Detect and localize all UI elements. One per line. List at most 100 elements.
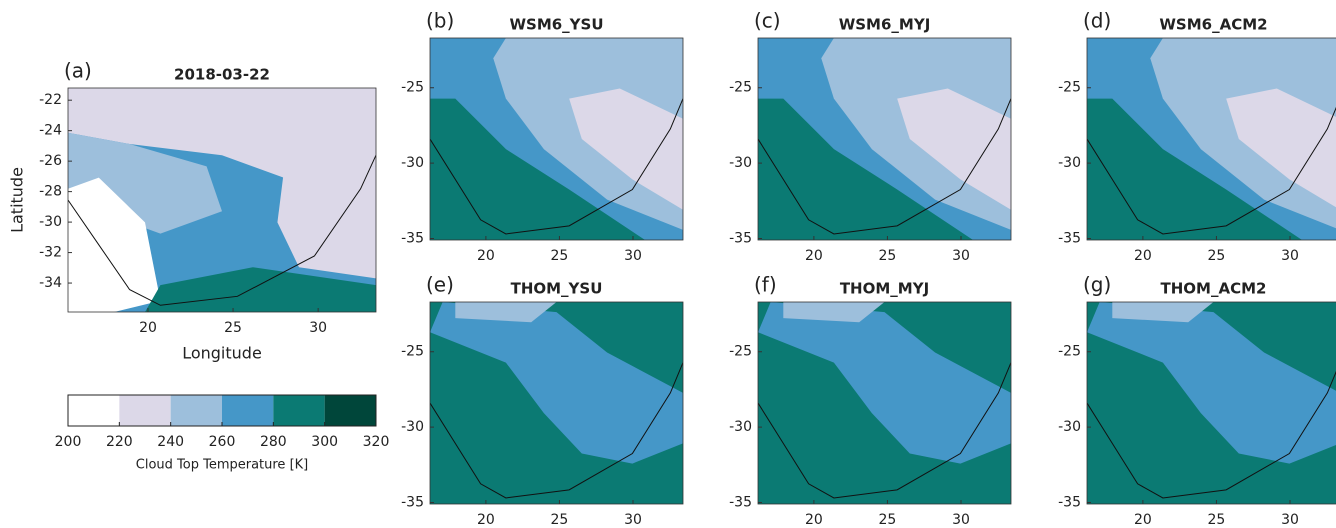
colorbar-segment xyxy=(170,395,222,426)
x-tick-label: 30 xyxy=(624,512,642,528)
colorbar-segment xyxy=(222,395,274,426)
y-tick-label: -30 xyxy=(39,214,62,230)
x-tick-label: 20 xyxy=(1134,512,1152,528)
cloud-region xyxy=(430,302,683,464)
colorbar-tick-label: 320 xyxy=(363,434,390,450)
map-panel: 20 25 30 -25 -30 -35 (b) WSM6_YSU xyxy=(401,9,684,264)
colorbar-label: Cloud Top Temperature [K] xyxy=(136,458,309,473)
y-tick-label: -30 xyxy=(729,155,752,171)
colorbar-segment xyxy=(273,395,325,426)
y-tick-label: -30 xyxy=(1058,419,1081,435)
panel-title: WSM6_MYJ xyxy=(839,16,931,34)
cloud-region xyxy=(897,88,1011,210)
coastline xyxy=(430,362,683,499)
x-tick-label: 20 xyxy=(805,512,823,528)
y-tick-label: -30 xyxy=(729,419,752,435)
y-tick-label: -35 xyxy=(401,230,424,246)
map-panel: 20 25 30 -22 -24 -26 -28 -30 -32 -34 (a) 2018-03-22… xyxy=(8,59,377,363)
y-tick-label: -25 xyxy=(729,344,752,360)
y-tick-label: -30 xyxy=(1058,155,1081,171)
panel-label: (f) xyxy=(754,273,777,297)
colorbar-tick-label: 300 xyxy=(311,434,338,450)
y-axis-label: Latitude xyxy=(8,167,27,233)
y-tick-label: -32 xyxy=(39,245,62,261)
map-field xyxy=(68,88,376,312)
panel-title: 2018-03-22 xyxy=(174,66,270,84)
cloud-region xyxy=(1087,302,1336,464)
y-tick-label: -34 xyxy=(39,275,62,291)
axes-frame xyxy=(1086,37,1336,241)
y-tick-label: -25 xyxy=(729,80,752,96)
colorbar-segment xyxy=(324,395,376,426)
x-tick-label: 25 xyxy=(879,248,897,264)
y-tick-label: -24 xyxy=(39,123,62,139)
map-panel: 20 25 30 -25 -30 -35 (g) THOM_ACM2 xyxy=(1058,273,1336,528)
map-field xyxy=(430,38,683,240)
cloud-region xyxy=(68,88,376,178)
cloud-region xyxy=(1226,88,1336,208)
y-tick-label: -26 xyxy=(39,153,62,169)
y-tick-label: -25 xyxy=(1058,80,1081,96)
y-tick-label: -22 xyxy=(39,92,62,108)
panel-label: (d) xyxy=(1083,9,1111,33)
coastline xyxy=(68,154,376,306)
y-tick-label: -30 xyxy=(401,419,424,435)
cloud-region xyxy=(68,177,161,312)
x-tick-label: 20 xyxy=(477,512,495,528)
colorbar: 200 220 240 260 280 300 320 Cloud Top Temperatu… xyxy=(55,394,390,473)
map-field xyxy=(1087,38,1336,240)
x-tick-label: 20 xyxy=(1134,248,1152,264)
x-tick-label: 30 xyxy=(952,248,970,264)
x-tick-label: 25 xyxy=(224,320,242,336)
panel-label: (a) xyxy=(64,59,92,83)
y-tick-label: -35 xyxy=(1058,494,1081,510)
colorbar-segment xyxy=(68,395,120,426)
map-field xyxy=(1087,302,1336,504)
coastline xyxy=(430,98,683,235)
y-tick-label: -25 xyxy=(401,344,424,360)
cloud-region xyxy=(277,166,376,279)
map-field xyxy=(430,302,683,504)
coastline xyxy=(1087,370,1336,499)
x-tick-label: 30 xyxy=(1281,512,1299,528)
map-field xyxy=(758,302,1011,504)
coastline xyxy=(758,98,1011,235)
coastline xyxy=(1087,106,1336,235)
cloud-region xyxy=(783,302,885,323)
cloud-region xyxy=(1112,302,1214,323)
map-panel: 20 25 30 -25 -30 -35 (d) WSM6_ACM2 xyxy=(1058,9,1336,264)
axes-frame xyxy=(429,301,684,505)
colorbar-segment xyxy=(119,395,171,426)
axes-frame xyxy=(67,87,377,313)
panel-title: WSM6_YSU xyxy=(509,16,603,34)
y-tick-label: -35 xyxy=(729,494,752,510)
x-tick-label: 30 xyxy=(309,320,327,336)
map-panel: 20 25 30 -25 -30 -35 (c) WSM6_MYJ xyxy=(729,9,1012,264)
y-tick-label: -28 xyxy=(39,184,62,200)
x-tick-label: 25 xyxy=(879,512,897,528)
x-tick-label: 20 xyxy=(477,248,495,264)
colorbar-tick-label: 280 xyxy=(260,434,287,450)
x-tick-label: 25 xyxy=(551,512,569,528)
x-tick-label: 30 xyxy=(624,248,642,264)
panel-label: (g) xyxy=(1083,273,1111,297)
coastline xyxy=(758,362,1011,499)
axes-frame xyxy=(1086,301,1336,505)
y-tick-label: -35 xyxy=(1058,230,1081,246)
x-tick-label: 25 xyxy=(1208,248,1226,264)
map-panel: 20 25 30 -25 -30 -35 (e) THOM_YSU xyxy=(401,273,684,528)
axes-frame xyxy=(757,37,1012,241)
panel-title: THOM_ACM2 xyxy=(1161,280,1267,298)
x-tick-label: 20 xyxy=(139,320,157,336)
panel-label: (b) xyxy=(426,9,454,33)
y-tick-label: -25 xyxy=(401,80,424,96)
x-tick-label: 30 xyxy=(952,512,970,528)
panel-title: THOM_YSU xyxy=(511,280,603,298)
colorbar-tick-label: 200 xyxy=(55,434,82,450)
map-panel: 20 25 30 -25 -30 -35 (f) THOM_MYJ xyxy=(729,273,1012,528)
cloud-region xyxy=(455,302,557,323)
y-tick-label: -35 xyxy=(729,230,752,246)
y-tick-label: -25 xyxy=(1058,344,1081,360)
map-field xyxy=(758,38,1011,240)
